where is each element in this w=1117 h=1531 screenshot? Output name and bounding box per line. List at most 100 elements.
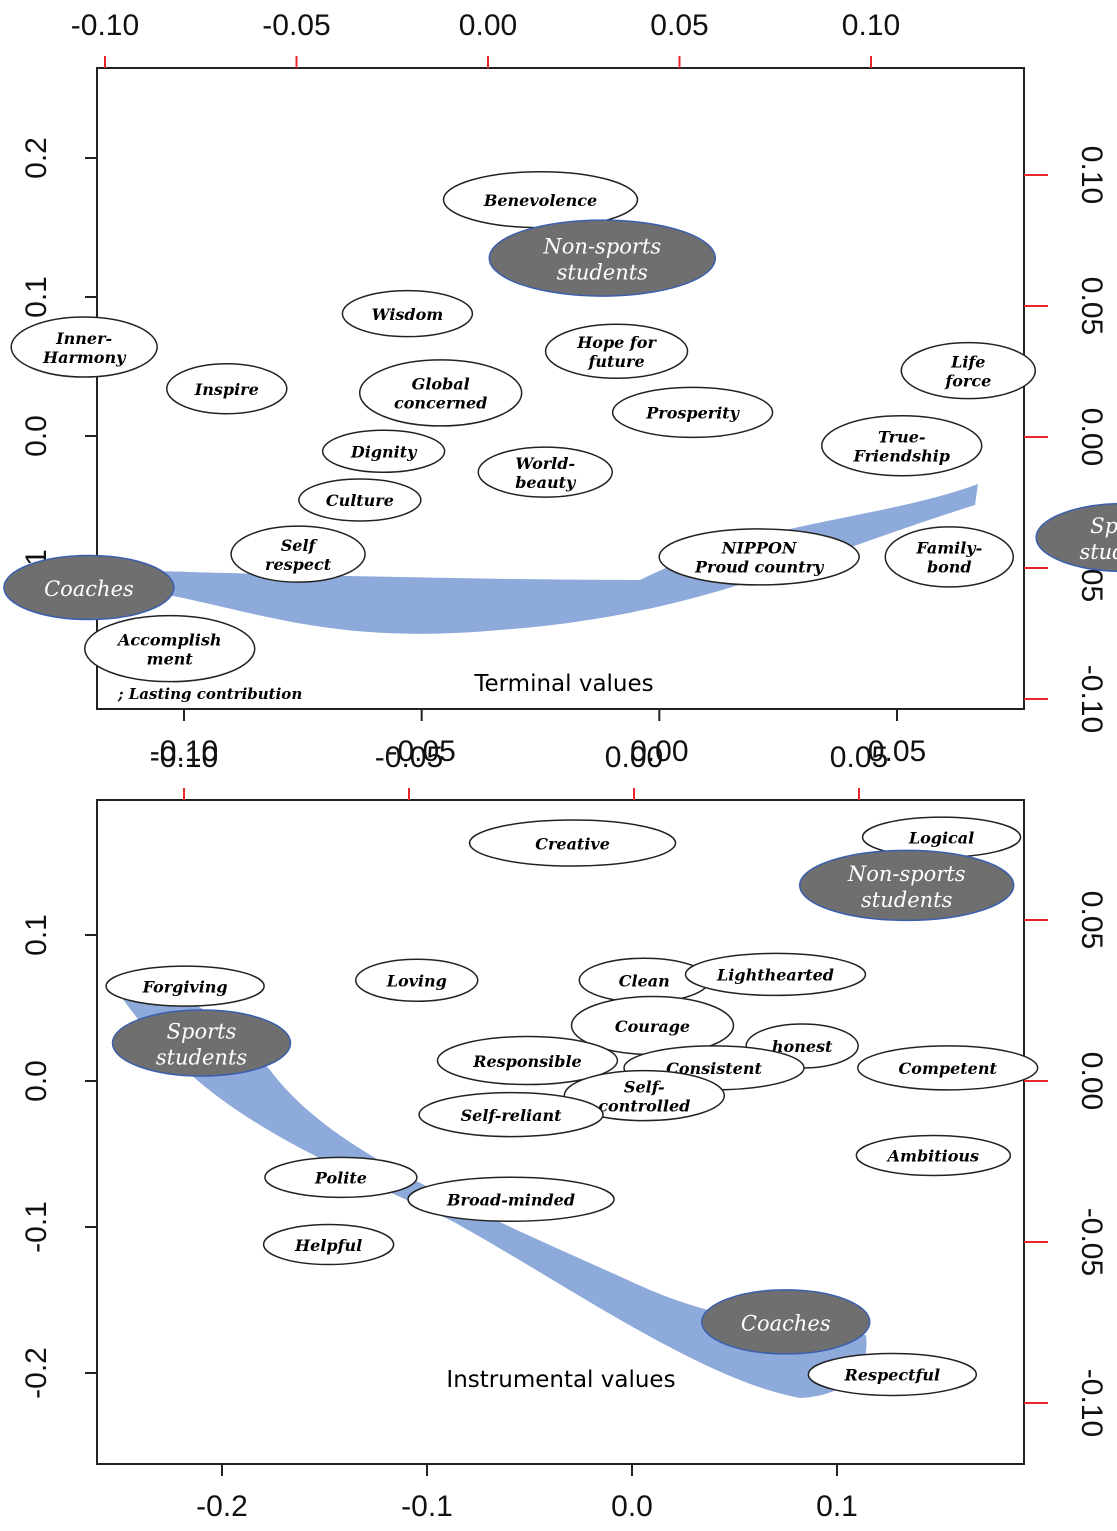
- value-label: Ambitious: [886, 1147, 979, 1166]
- x-tick-label: -0.2: [196, 1490, 248, 1523]
- right-tick-label: 0.00: [1075, 408, 1108, 466]
- y-tick-label: -0.1: [20, 1201, 53, 1253]
- value-oval: [105, 965, 265, 1007]
- panel-title: Terminal values: [473, 671, 653, 697]
- value-oval: [468, 819, 677, 867]
- group-label: Non-sports students: [542, 235, 661, 285]
- right-tick-label: 0.00: [1075, 1052, 1108, 1110]
- value-point-benevolence: Benevolence: [442, 170, 639, 229]
- value-label: honest: [772, 1037, 833, 1056]
- value-point-world-beauty: World-beauty: [477, 446, 614, 498]
- top-tick-label: 0.05: [650, 9, 708, 42]
- value-oval: [321, 429, 446, 474]
- value-point-lighthearted: Lighthearted: [684, 952, 867, 997]
- value-oval: [563, 1069, 726, 1122]
- value-label: Logical: [908, 828, 974, 847]
- value-oval: [230, 525, 366, 583]
- top-tick-label: -0.10: [150, 741, 218, 774]
- value-oval: [856, 1045, 1039, 1091]
- value-label: NIPPON Proud country: [694, 539, 825, 577]
- value-oval: [358, 359, 523, 427]
- value-label: Inner-Harmony: [42, 329, 127, 367]
- x-tick-label: -0.1: [401, 1490, 453, 1523]
- right-tick-label: 0.05: [1075, 277, 1108, 335]
- value-label: Benevolence: [483, 191, 597, 210]
- value-point-life-force: Life force: [900, 341, 1037, 400]
- group-oval: [488, 219, 717, 297]
- value-oval: [407, 1176, 615, 1223]
- value-oval: [418, 1091, 604, 1138]
- value-oval: [355, 958, 479, 1003]
- value-point-self-reliant: Self-reliant: [418, 1091, 604, 1138]
- top-tick-label: 0.10: [842, 9, 900, 42]
- footnote: ; Lasting contribution: [117, 685, 302, 703]
- value-point-logical: Logical: [861, 816, 1022, 858]
- top-tick-label: 0.05: [830, 741, 888, 774]
- x-tick-label: 0.05: [868, 735, 926, 768]
- value-label: Prosperity: [645, 404, 740, 423]
- value-label: Self-reliant: [461, 1106, 563, 1125]
- chart-panel-2: -0.2 -0.1 0.0 0.1 -0.2 -0.1 0.0 0.1 -0.10 -0.05 0.…: [20, 741, 1108, 1523]
- value-label: Creative: [535, 834, 610, 853]
- trajectory-band: [50, 484, 978, 634]
- y-tick-label: 0.2: [20, 137, 53, 179]
- group-label: Coaches: [741, 1311, 831, 1335]
- top-tick-label: 0.00: [605, 741, 663, 774]
- value-point-culture: Culture: [298, 478, 422, 522]
- value-point-wisdom: Wisdom: [341, 289, 474, 338]
- value-label: World-beauty: [515, 454, 577, 492]
- right-tick-label: -0.05: [1075, 1208, 1108, 1276]
- value-label: Polite: [314, 1169, 367, 1188]
- value-point-forgiving: Forgiving: [105, 965, 265, 1007]
- group-oval: [3, 554, 175, 621]
- value-label: Competent: [899, 1059, 998, 1078]
- value-point-respectful: Respectful: [807, 1352, 978, 1397]
- value-oval: [436, 1035, 619, 1086]
- value-oval: [611, 386, 774, 439]
- right-tick-label: 0.10: [1075, 146, 1108, 204]
- value-point-self-respect: Self respect: [230, 525, 366, 583]
- value-label: Accomplish ment: [116, 630, 221, 668]
- value-label: Inspire: [194, 380, 259, 399]
- value-label: Lighthearted: [716, 966, 834, 985]
- panel-title: Instrumental values: [446, 1367, 675, 1393]
- value-point-dignity: Dignity: [321, 429, 446, 474]
- value-point-creative: Creative: [468, 819, 677, 867]
- value-point-clean: Clean: [578, 957, 711, 1004]
- y-tick-label: 0.1: [20, 276, 53, 318]
- x-tick-label: -0.05: [387, 735, 455, 768]
- value-point-prosperity: Prosperity: [611, 386, 774, 439]
- value-label: Hope for future: [576, 333, 657, 371]
- value-point-courage: Courage: [570, 995, 735, 1056]
- value-point-family-bond: Family-bond: [884, 526, 1015, 588]
- group-point-coaches: Coaches: [701, 1289, 871, 1355]
- value-label: Wisdom: [372, 305, 444, 324]
- value-label: Helpful: [294, 1236, 362, 1255]
- value-label: Broad-minded: [446, 1191, 575, 1210]
- value-point-self-controlled: Self-controlled: [563, 1069, 726, 1122]
- y-tick-label: -0.2: [20, 1347, 53, 1399]
- group-point-non-sports-students: Non-sports students: [488, 219, 717, 297]
- right-tick-label: -0.10: [1075, 1369, 1108, 1437]
- value-point-inspire: Inspire: [166, 362, 288, 415]
- value-oval: [166, 362, 288, 415]
- plot-frame: [96, 67, 1025, 710]
- value-point-accomplish-ment: Accomplish ment: [83, 614, 256, 683]
- value-point-global-concerned: Global concerned: [358, 359, 523, 427]
- value-label: Consistent: [666, 1059, 762, 1078]
- value-label: Clean: [619, 972, 670, 991]
- value-label: Forgiving: [142, 977, 228, 996]
- value-oval: [341, 289, 474, 338]
- value-label: Culture: [326, 491, 394, 510]
- value-oval: [855, 1134, 1012, 1177]
- value-label: Global concerned: [394, 375, 487, 413]
- x-tick-label: 0.00: [630, 735, 688, 768]
- value-label: Family-bond: [915, 539, 982, 577]
- value-point-true-friendship: True-Friendship: [821, 414, 983, 477]
- chart-panel-1: -0.10-0.050.000.05-0.10.00.10.2-0.10-0.0…: [3, 9, 1117, 768]
- right-tick-label: 0.05: [1075, 891, 1108, 949]
